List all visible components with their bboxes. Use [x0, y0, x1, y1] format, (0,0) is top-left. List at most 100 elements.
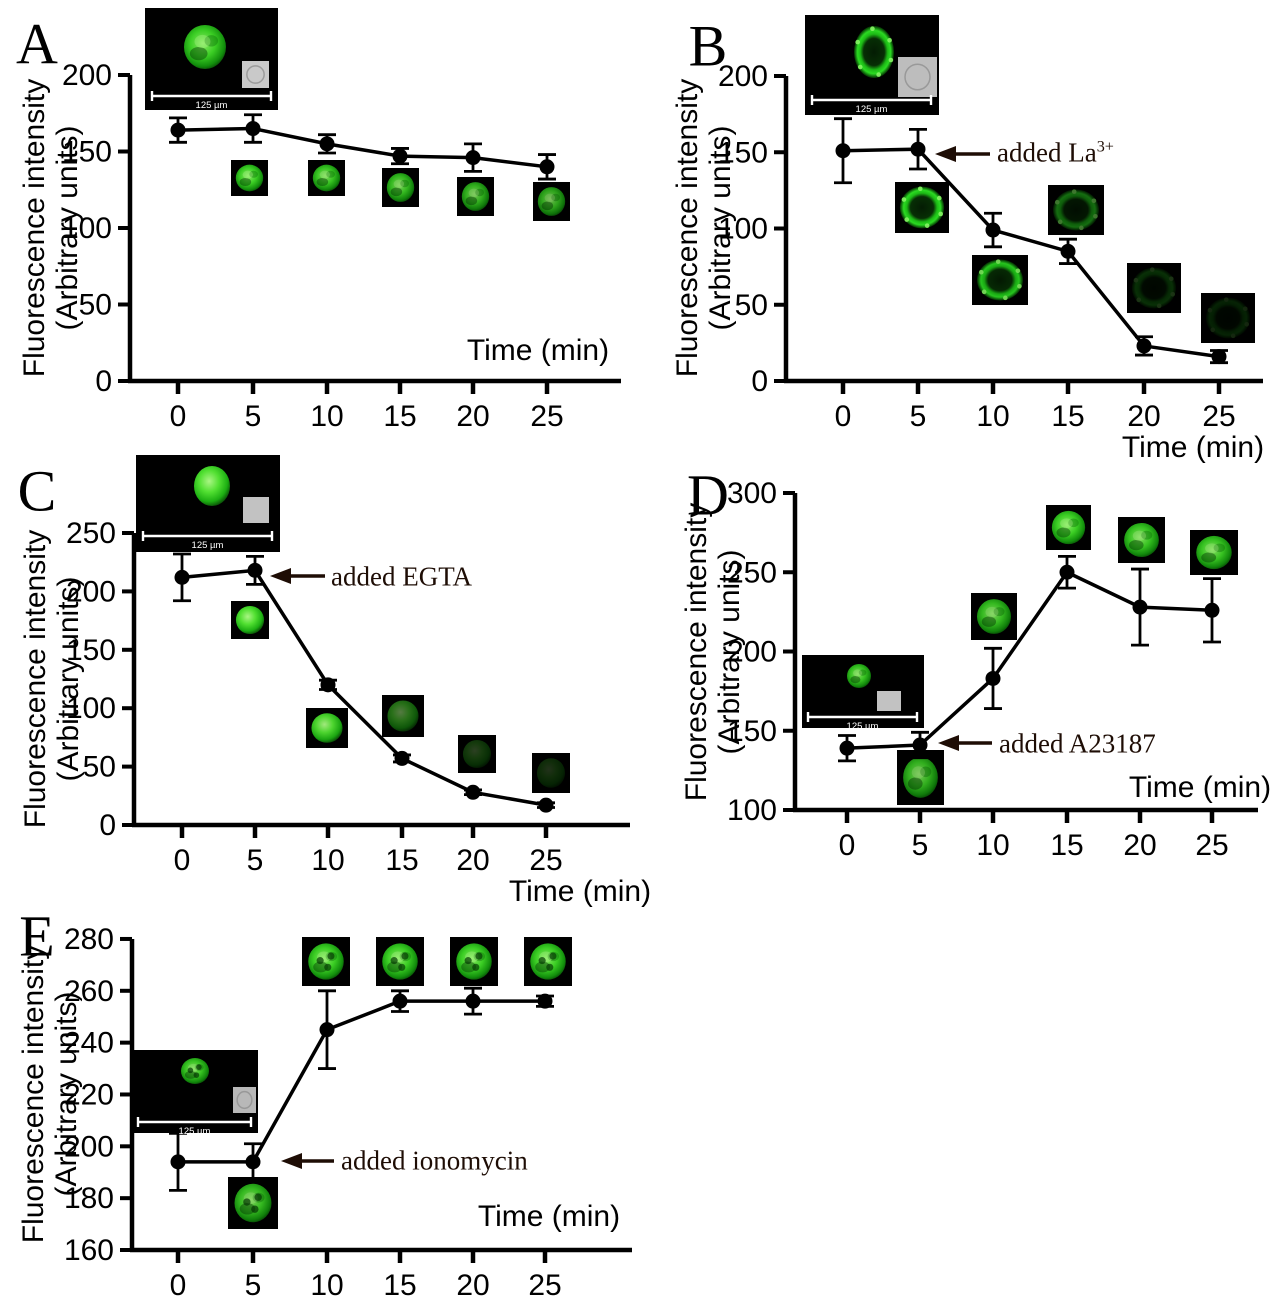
svg-text:5: 5: [912, 829, 929, 862]
svg-text:100: 100: [727, 794, 777, 827]
annotation-text: added La: [997, 137, 1097, 168]
cell-image: [1124, 522, 1159, 558]
panel-e-letter: E: [19, 903, 55, 969]
svg-text:125 µm: 125 µm: [856, 104, 888, 115]
svg-text:260: 260: [64, 975, 114, 1008]
data-point: [912, 737, 928, 753]
svg-text:0: 0: [170, 1269, 187, 1301]
brightfield-square: [898, 57, 937, 97]
microscopy-inset: 125 µm: [805, 15, 939, 115]
data-point: [174, 569, 190, 585]
data-point: [910, 141, 926, 157]
panel-b-y-axis-label: Fluorescence intensity (Arbitrary units): [671, 79, 737, 377]
svg-text:125 µm: 125 µm: [192, 540, 224, 551]
svg-text:0: 0: [170, 400, 187, 433]
cell-inset: [458, 735, 496, 773]
cell-image: [235, 164, 264, 192]
svg-text:20: 20: [1123, 829, 1156, 862]
cell-image: [235, 605, 265, 635]
cell-inset: [971, 593, 1017, 640]
data-point: [1132, 599, 1148, 615]
svg-text:20: 20: [1127, 400, 1160, 433]
data-point: [392, 993, 408, 1009]
svg-text:0: 0: [95, 365, 112, 398]
svg-text:160: 160: [64, 1234, 114, 1267]
annotation-text: added ionomycin: [341, 1145, 528, 1176]
brightfield-square: [877, 691, 901, 711]
data-point: [985, 222, 1001, 238]
panel-c-chart: 0 50 100 150 200 250 0 5 10 15 20 25 125 µm: [66, 455, 630, 877]
cell-image: [194, 466, 230, 506]
annotation-text: added A23187: [999, 728, 1156, 759]
svg-text:10: 10: [310, 1269, 343, 1301]
data-point: [245, 121, 261, 137]
cell-image: [181, 1058, 209, 1084]
data-point: [839, 740, 855, 756]
svg-text:200: 200: [64, 1130, 114, 1163]
data-point: [319, 1022, 335, 1038]
svg-text:25: 25: [528, 1269, 561, 1301]
cell-inset: [306, 708, 348, 748]
microscopy-inset: 125 µm: [132, 1050, 258, 1137]
panel-c-x-axis-label: Time (min): [508, 875, 652, 908]
annotation-superscript: 3+: [1096, 137, 1114, 156]
cell-inset: [376, 937, 424, 986]
cell-image: [536, 758, 566, 788]
cell-image: [1205, 297, 1251, 339]
panel-d-annotation: added A23187: [999, 729, 1156, 760]
panel-a-letter: A: [16, 11, 58, 77]
svg-text:0: 0: [751, 365, 768, 398]
svg-text:200: 200: [62, 59, 112, 92]
svg-text:5: 5: [245, 400, 262, 433]
svg-text:150: 150: [62, 136, 112, 169]
svg-text:220: 220: [64, 1078, 114, 1111]
microscopy-inset: 125 µm: [145, 8, 278, 111]
cell-image: [308, 943, 344, 980]
cell-inset: [308, 160, 345, 196]
cell-inset: [1118, 517, 1165, 563]
data-point: [247, 562, 263, 578]
cell-inset: [1127, 263, 1181, 313]
y-label-line1: Fluorescence intensity: [18, 78, 51, 378]
cell-inset: [382, 168, 419, 207]
cell-image: [530, 943, 566, 980]
y-label-line2: (Arbitrary units): [713, 549, 746, 755]
data-point: [394, 750, 410, 766]
cell-inset: [450, 937, 498, 986]
svg-text:100: 100: [718, 213, 768, 246]
cell-inset: [533, 182, 570, 221]
cell-image: [311, 713, 343, 743]
data-point: [170, 122, 186, 138]
svg-text:0: 0: [99, 809, 116, 842]
data-point: [985, 670, 1001, 686]
panel-e-annotation: added ionomycin: [341, 1146, 528, 1177]
data-point: [320, 677, 336, 693]
panel-e-x-axis-label: Time (min): [477, 1200, 621, 1233]
panel-e-y-axis-label: Fluorescence intensity (Arbitrary units): [17, 945, 83, 1243]
cell-inset: [897, 750, 944, 805]
data-point: [319, 136, 335, 152]
data-point: [538, 797, 554, 813]
svg-text:10: 10: [311, 844, 344, 877]
svg-text:15: 15: [383, 400, 416, 433]
data-point: [245, 1154, 261, 1170]
cell-image: [976, 599, 1012, 634]
panel-a-chart: 0 50 100 150 200 0 5 10 15 20 25 125 µm: [62, 8, 621, 433]
svg-text:200: 200: [718, 60, 768, 93]
panel-c-y-axis-label: Fluorescence intensity (Arbitrary units): [19, 530, 85, 828]
svg-text:50: 50: [79, 289, 112, 322]
cell-image: [462, 739, 492, 769]
panel-d-x-axis-label: Time (min): [1128, 771, 1271, 804]
cell-inset: [231, 160, 268, 196]
svg-text:10: 10: [976, 829, 1009, 862]
brightfield-square: [233, 1087, 256, 1113]
svg-text:50: 50: [735, 289, 768, 322]
cell-image: [234, 1183, 272, 1223]
svg-text:5: 5: [910, 400, 927, 433]
cell-inset: [1190, 530, 1238, 575]
data-point: [539, 159, 555, 175]
svg-text:280: 280: [64, 923, 114, 956]
svg-text:300: 300: [727, 477, 777, 510]
svg-text:5: 5: [247, 844, 264, 877]
